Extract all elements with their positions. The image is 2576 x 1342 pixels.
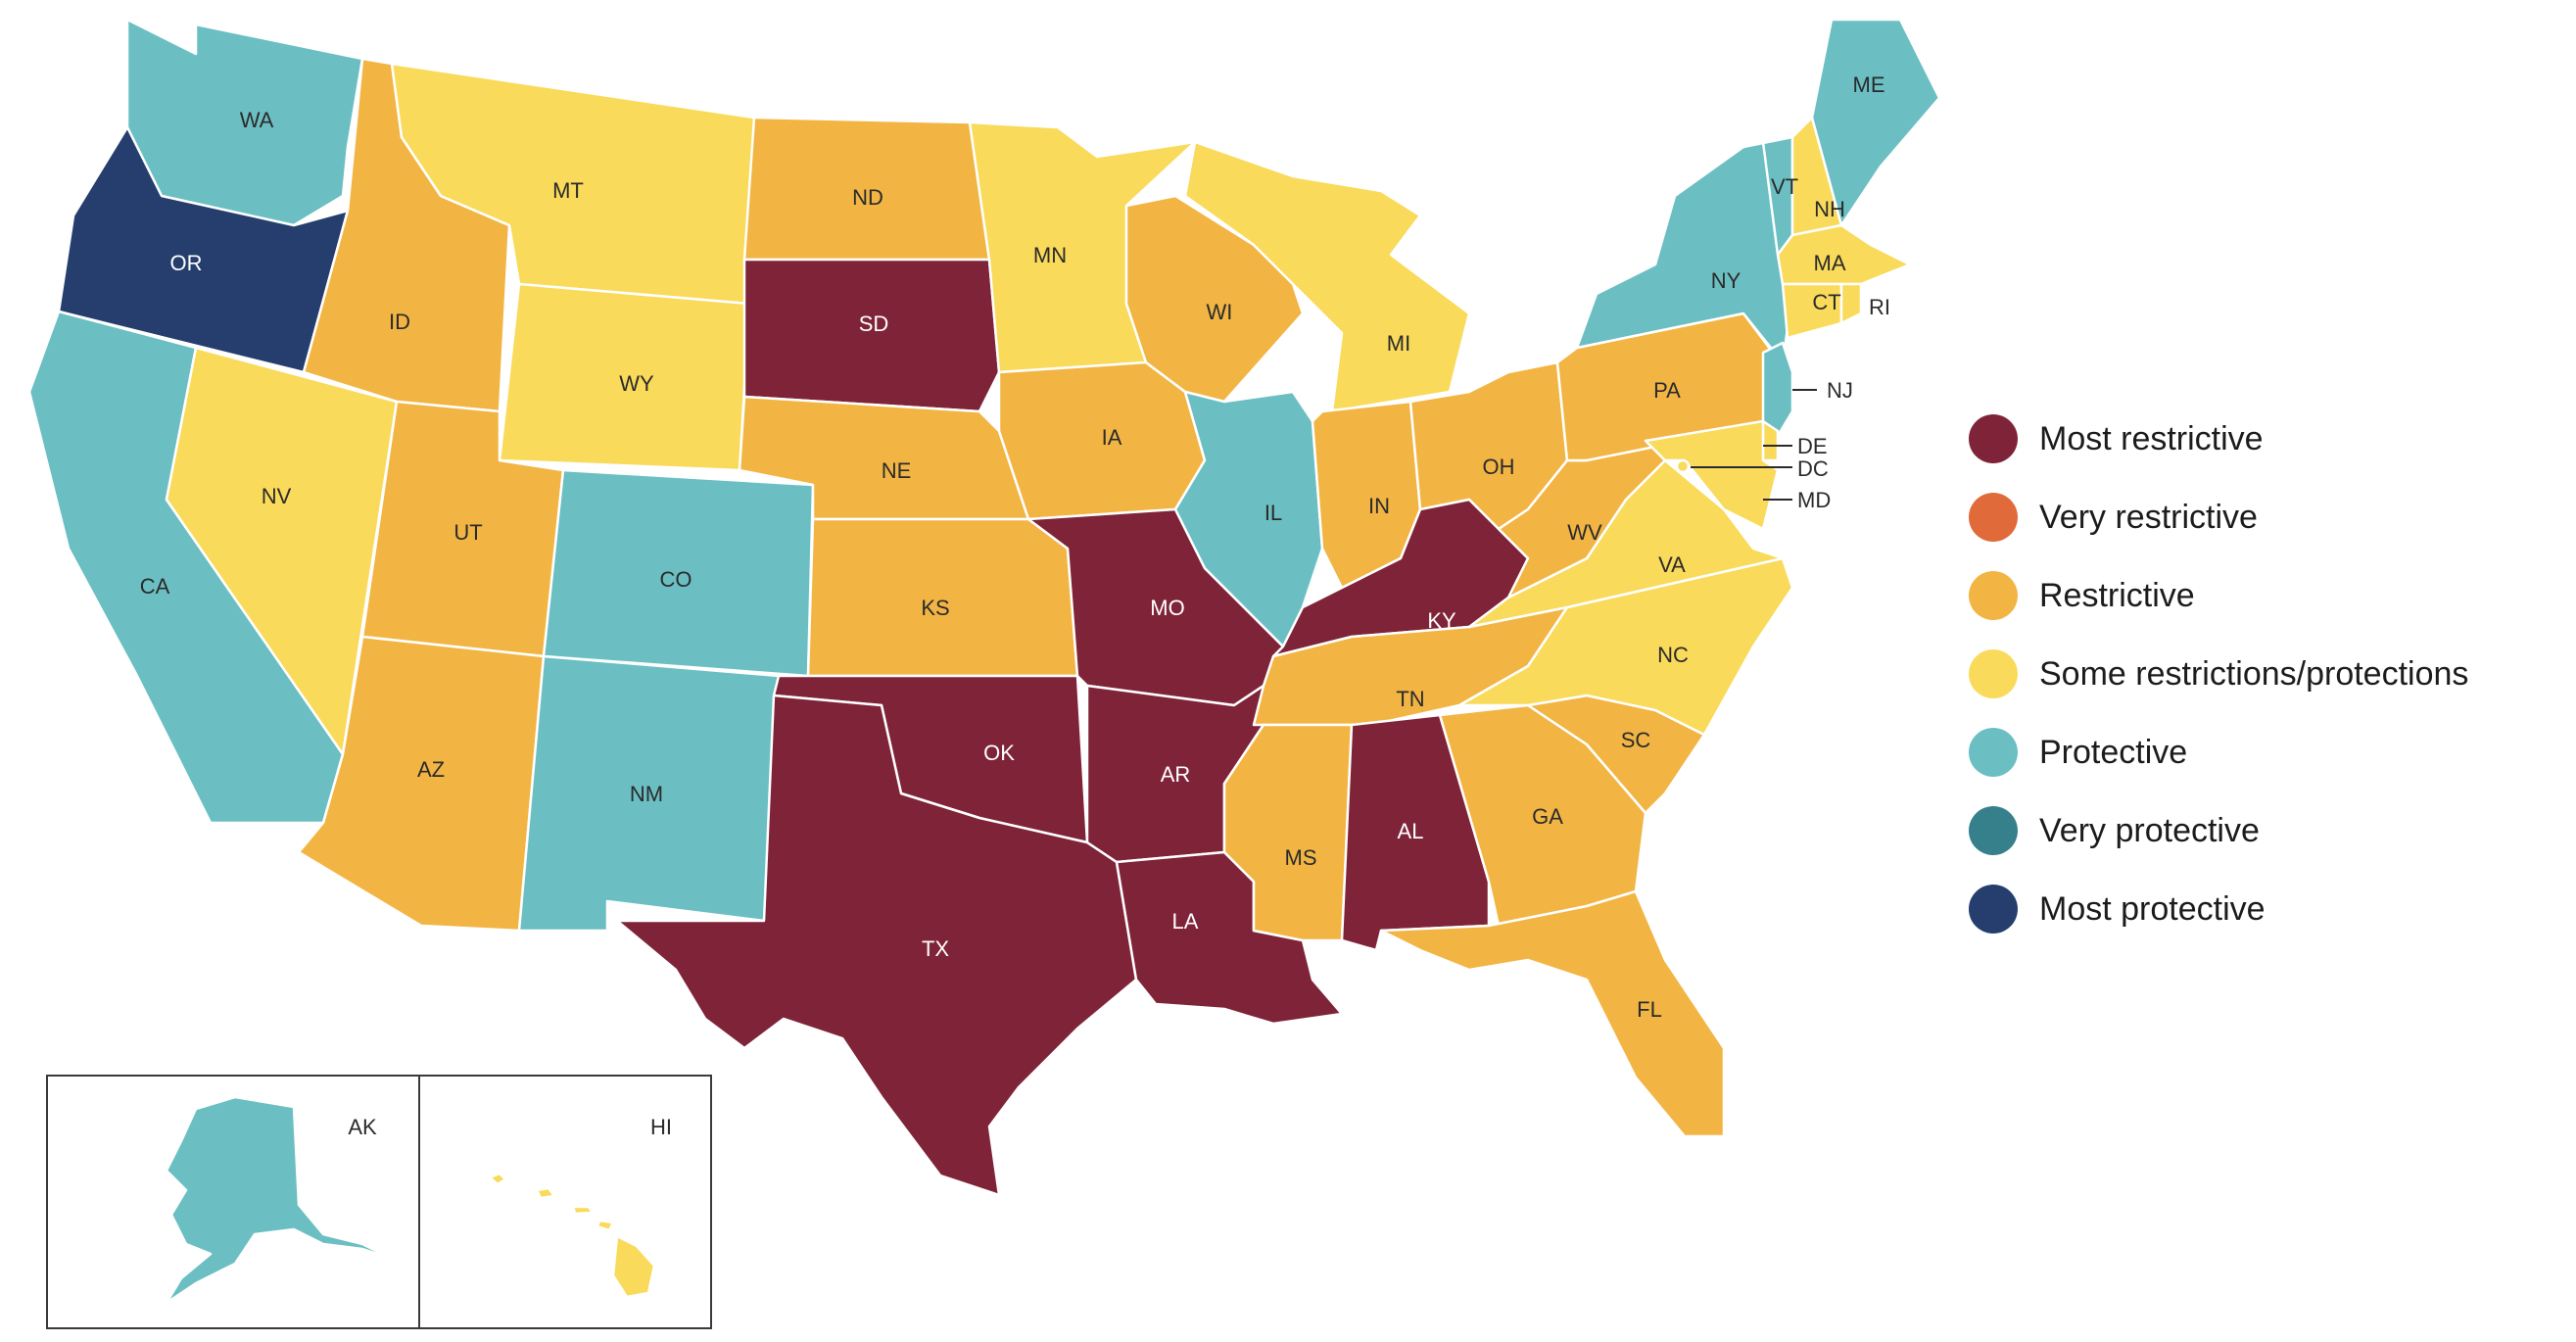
label-ID: ID xyxy=(389,310,410,334)
legend-item: Most restrictive xyxy=(1969,400,2468,478)
label-OR: OR xyxy=(170,251,203,275)
label-NY: NY xyxy=(1711,268,1741,293)
label-FL: FL xyxy=(1637,997,1662,1022)
legend-swatch xyxy=(1969,728,2018,777)
label-OH: OH xyxy=(1483,455,1515,479)
state-DC xyxy=(1675,458,1691,474)
legend-label: Very protective xyxy=(2039,811,2260,849)
state-RI xyxy=(1839,282,1863,325)
state-FL xyxy=(1379,889,1726,1138)
state-AK xyxy=(165,1095,394,1305)
label-IN: IN xyxy=(1368,494,1390,518)
legend-item: Very restrictive xyxy=(1969,478,2468,556)
label-DE: DE xyxy=(1797,434,1828,458)
state-WI xyxy=(1124,194,1305,404)
label-AL: AL xyxy=(1398,819,1424,843)
label-MA: MA xyxy=(1814,251,1846,275)
label-MN: MN xyxy=(1033,243,1067,267)
label-NE: NE xyxy=(882,458,912,483)
legend-label: Very restrictive xyxy=(2039,498,2258,536)
label-RI: RI xyxy=(1869,295,1890,319)
legend-label: Some restrictions/protections xyxy=(2039,654,2469,693)
legend-label: Protective xyxy=(2039,733,2188,771)
state-MD xyxy=(1644,419,1780,531)
label-ND: ND xyxy=(852,185,883,210)
label-MD: MD xyxy=(1797,488,1831,512)
label-AR: AR xyxy=(1161,762,1191,787)
state-NC xyxy=(1457,556,1794,737)
label-WV: WV xyxy=(1567,520,1602,545)
label-IA: IA xyxy=(1102,425,1122,450)
legend-swatch xyxy=(1969,885,2018,934)
label-NJ: NJ xyxy=(1827,378,1853,403)
legend-label: Most restrictive xyxy=(2039,419,2264,457)
label-TN: TN xyxy=(1396,687,1424,711)
label-AZ: AZ xyxy=(417,757,445,782)
legend-item: Protective xyxy=(1969,713,2468,791)
label-CT: CT xyxy=(1812,290,1840,314)
label-VA: VA xyxy=(1658,552,1686,577)
label-NC: NC xyxy=(1657,643,1689,667)
legend-swatch xyxy=(1969,493,2018,542)
legend-label: Restrictive xyxy=(2039,576,2195,614)
label-NV: NV xyxy=(262,484,292,508)
legend-item: Very protective xyxy=(1969,791,2468,870)
label-UT: UT xyxy=(453,520,482,545)
legend-swatch xyxy=(1969,414,2018,463)
label-WY: WY xyxy=(619,371,654,396)
label-NM: NM xyxy=(630,782,663,806)
label-WA: WA xyxy=(240,108,274,132)
state-MI xyxy=(1183,140,1471,413)
label-OK: OK xyxy=(983,741,1015,765)
inset-hawaii-frame xyxy=(418,1075,712,1329)
label-GA: GA xyxy=(1532,804,1563,829)
label-NH: NH xyxy=(1814,197,1845,221)
label-DC: DC xyxy=(1797,456,1829,481)
legend-swatch xyxy=(1969,806,2018,855)
legend-item: Most protective xyxy=(1969,870,2468,948)
state-WV xyxy=(1497,439,1667,599)
label-SC: SC xyxy=(1621,728,1651,752)
label-KS: KS xyxy=(921,596,949,620)
legend-item: Some restrictions/protections xyxy=(1969,635,2468,713)
legend: Most restrictive Very restrictive Restri… xyxy=(1969,400,2468,948)
legend-label: Most protective xyxy=(2039,889,2266,928)
label-TX: TX xyxy=(922,936,949,961)
legend-swatch xyxy=(1969,571,2018,620)
label-MS: MS xyxy=(1285,845,1317,870)
label-CO: CO xyxy=(660,567,692,592)
label-HI: HI xyxy=(650,1115,672,1139)
label-VT: VT xyxy=(1771,174,1798,199)
label-MT: MT xyxy=(552,178,584,203)
label-IL: IL xyxy=(1264,501,1282,525)
label-KY: KY xyxy=(1427,608,1456,633)
label-ME: ME xyxy=(1853,72,1885,97)
legend-swatch xyxy=(1969,649,2018,698)
label-LA: LA xyxy=(1172,909,1199,934)
label-MI: MI xyxy=(1387,331,1410,356)
label-WI: WI xyxy=(1207,300,1233,324)
state-TX xyxy=(615,694,1138,1197)
label-PA: PA xyxy=(1653,378,1681,403)
state-HI xyxy=(488,1172,656,1299)
label-MO: MO xyxy=(1150,596,1184,620)
state-NJ xyxy=(1761,341,1794,438)
label-SD: SD xyxy=(859,312,889,336)
label-AK: AK xyxy=(348,1115,377,1139)
state-SD xyxy=(742,258,1001,413)
label-CA: CA xyxy=(140,574,170,599)
legend-item: Restrictive xyxy=(1969,556,2468,635)
